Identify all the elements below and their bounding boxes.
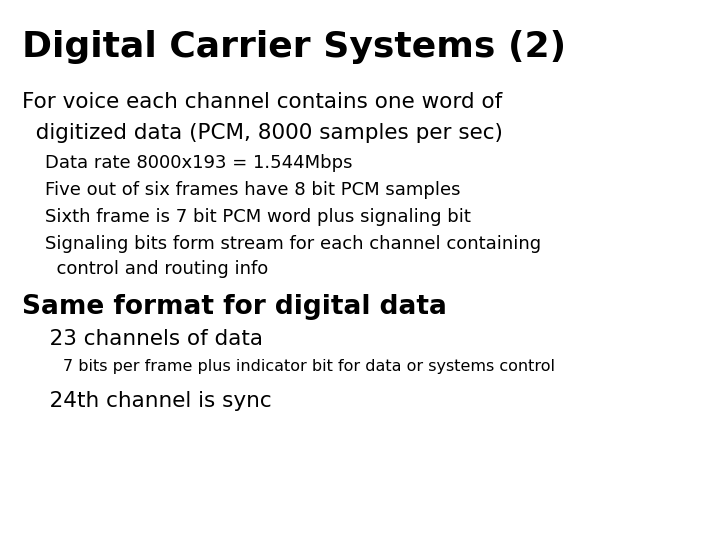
- Text: Data rate 8000x193 = 1.544Mbps: Data rate 8000x193 = 1.544Mbps: [22, 154, 352, 172]
- Text: 23 channels of data: 23 channels of data: [22, 329, 263, 349]
- Text: control and routing info: control and routing info: [22, 260, 268, 278]
- Text: 24th channel is sync: 24th channel is sync: [22, 391, 271, 411]
- Text: Signaling bits form stream for each channel containing: Signaling bits form stream for each chan…: [22, 235, 541, 253]
- Text: digitized data (PCM, 8000 samples per sec): digitized data (PCM, 8000 samples per se…: [22, 123, 503, 143]
- Text: Sixth frame is 7 bit PCM word plus signaling bit: Sixth frame is 7 bit PCM word plus signa…: [22, 208, 470, 226]
- Text: For voice each channel contains one word of: For voice each channel contains one word…: [22, 92, 502, 112]
- Text: 7 bits per frame plus indicator bit for data or systems control: 7 bits per frame plus indicator bit for …: [22, 359, 554, 374]
- Text: Same format for digital data: Same format for digital data: [22, 294, 446, 320]
- Text: Five out of six frames have 8 bit PCM samples: Five out of six frames have 8 bit PCM sa…: [22, 181, 460, 199]
- Text: Digital Carrier Systems (2): Digital Carrier Systems (2): [22, 30, 566, 64]
